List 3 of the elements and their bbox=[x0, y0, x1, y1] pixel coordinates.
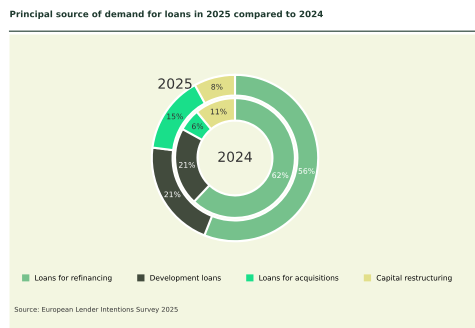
slice-label: 2025 bbox=[158, 78, 192, 89]
slice-label: 2024 bbox=[218, 152, 252, 162]
chart-title: Principal source of demand for loans in 2025 compared to 2024 bbox=[10, 10, 323, 19]
